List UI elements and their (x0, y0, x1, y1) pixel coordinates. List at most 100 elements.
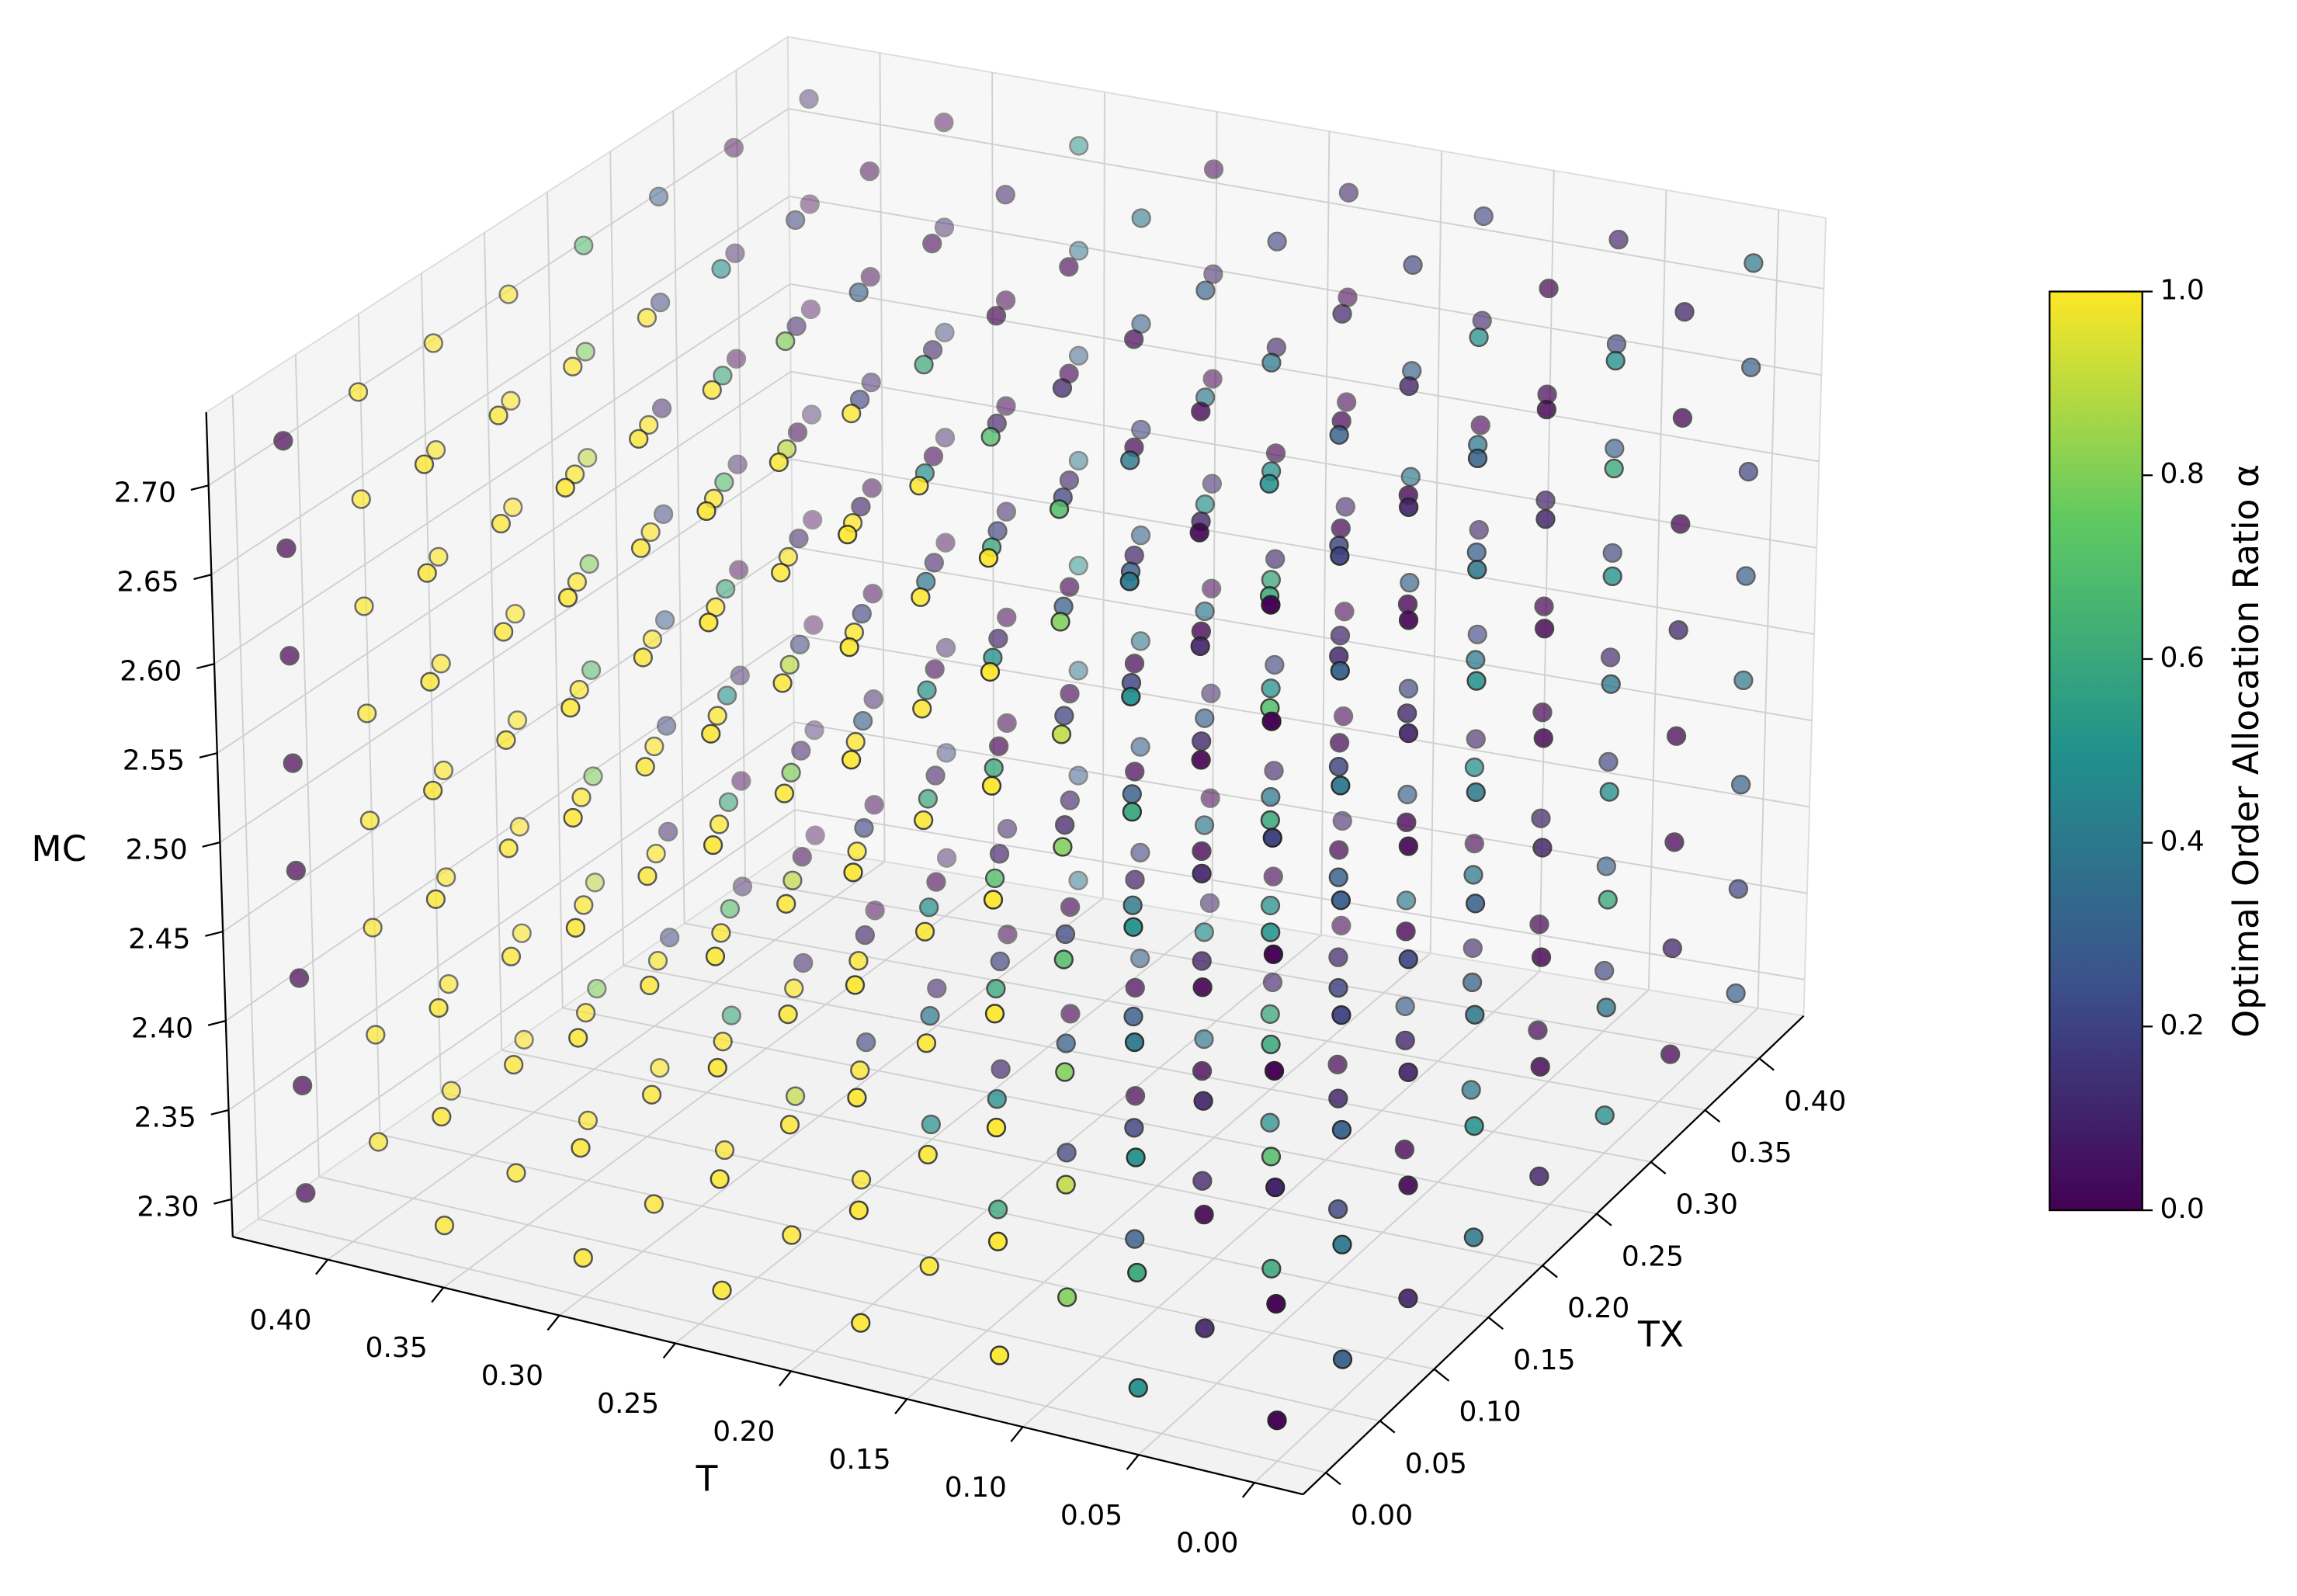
point (729, 560, 749, 580)
point (414, 454, 435, 474)
point (852, 603, 872, 624)
point (363, 918, 383, 938)
point (1666, 726, 1687, 746)
point (935, 637, 956, 658)
x-tick-label: 0.00 (1176, 1528, 1238, 1560)
point (1464, 1115, 1484, 1136)
point (916, 1033, 937, 1053)
x-tick (894, 1398, 908, 1414)
point (1127, 1262, 1147, 1283)
point (1399, 376, 1419, 396)
z-tick (196, 663, 215, 670)
point (1602, 543, 1622, 563)
point (650, 1058, 670, 1078)
point (1054, 706, 1074, 726)
z-tick (207, 1019, 227, 1026)
point (914, 355, 934, 375)
grid-line (906, 952, 1431, 1400)
point (918, 789, 938, 809)
colorbar-tick-label: 0.0 (2160, 1193, 2205, 1225)
point (578, 448, 598, 468)
point (1262, 827, 1282, 848)
point (848, 282, 869, 303)
point (924, 553, 944, 573)
point (1598, 890, 1618, 910)
point (564, 464, 585, 484)
point (1125, 1086, 1146, 1106)
point (1469, 327, 1489, 348)
point (1124, 545, 1144, 566)
point (732, 876, 753, 897)
point (1068, 661, 1088, 681)
point (727, 454, 748, 474)
point (583, 766, 603, 786)
point (504, 1054, 524, 1075)
point (279, 646, 300, 666)
point (557, 588, 578, 608)
point (786, 316, 807, 336)
grid-line (380, 1133, 1435, 1370)
grid-line (793, 721, 1808, 894)
point (1265, 654, 1285, 675)
point (801, 404, 822, 425)
point (501, 390, 521, 411)
point (1327, 1199, 1348, 1220)
point (1261, 1258, 1282, 1279)
point (791, 741, 811, 761)
point (923, 446, 944, 467)
point (789, 634, 810, 654)
point (1605, 351, 1626, 371)
point (1464, 834, 1484, 854)
point (1328, 1088, 1348, 1109)
point (1467, 560, 1487, 580)
point (1331, 775, 1351, 796)
point (1194, 1029, 1214, 1050)
z-tick (193, 574, 212, 581)
point (1535, 509, 1556, 529)
grid-line (225, 633, 794, 1022)
colorbar (2049, 290, 2143, 1212)
point (1260, 810, 1280, 831)
point (781, 762, 801, 782)
point (1200, 788, 1220, 808)
point (936, 848, 957, 868)
grid-line (1647, 189, 1667, 991)
point (1331, 518, 1351, 539)
grid-line (1138, 989, 1650, 1455)
point (1467, 448, 1488, 469)
y-tick (1542, 1265, 1558, 1279)
point (423, 333, 443, 353)
point (799, 88, 819, 109)
point (980, 661, 1001, 682)
point (1726, 983, 1746, 1004)
point (1126, 1147, 1146, 1168)
point (1053, 837, 1073, 857)
point (713, 366, 733, 386)
point (862, 478, 882, 498)
x-tick (1010, 1426, 1024, 1442)
point (368, 1132, 389, 1152)
point (514, 1029, 534, 1050)
point (506, 1163, 526, 1183)
grid-line (793, 633, 1810, 808)
point (1124, 654, 1145, 674)
point (1331, 915, 1351, 935)
point (1332, 1349, 1353, 1369)
point (1068, 345, 1089, 366)
point (1060, 577, 1080, 597)
colorbar-tick-label: 1.0 (2160, 275, 2205, 307)
point (637, 307, 658, 328)
point (633, 647, 653, 668)
point (1399, 497, 1419, 517)
colorbar-tick-label: 0.8 (2160, 458, 2205, 490)
point (707, 706, 727, 726)
point (653, 504, 674, 524)
point (587, 978, 607, 999)
point (803, 509, 823, 530)
point (843, 862, 863, 883)
point (494, 622, 514, 642)
point (1260, 895, 1281, 916)
point (920, 1006, 940, 1026)
y-tick (1325, 1472, 1341, 1486)
